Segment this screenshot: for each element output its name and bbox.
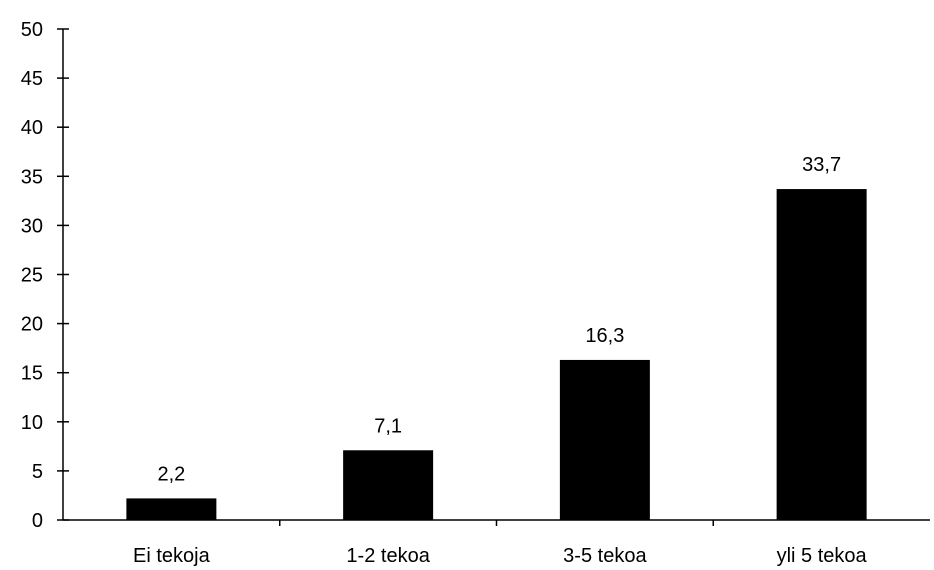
bar xyxy=(559,359,650,520)
bar xyxy=(776,189,867,521)
y-axis: 0 5 10 15 20 25 30 35 40 45 50 xyxy=(21,19,69,532)
y-tick-label: 0 xyxy=(32,510,43,532)
x-tick-label: yli 5 tekoa xyxy=(777,545,868,567)
x-tick-label: 3-5 tekoa xyxy=(563,545,647,567)
y-tick-label: 10 xyxy=(21,412,43,434)
y-tick-label: 5 xyxy=(32,461,43,483)
y-tick-label: 20 xyxy=(21,314,43,336)
data-label: 7,1 xyxy=(374,415,402,437)
y-tick-label: 35 xyxy=(21,166,43,188)
data-label: 2,2 xyxy=(157,463,185,485)
y-tick-label: 15 xyxy=(21,363,43,385)
data-label: 33,7 xyxy=(802,154,841,176)
x-tick-label: Ei tekoja xyxy=(133,545,211,567)
bar xyxy=(126,498,217,520)
y-tick-label: 25 xyxy=(21,265,43,287)
data-label: 16,3 xyxy=(585,325,624,347)
y-tick-label: 45 xyxy=(21,68,43,90)
y-tick-label: 30 xyxy=(21,215,43,237)
bars xyxy=(126,189,867,521)
x-axis: Ei tekoja 1-2 tekoa 3-5 tekoa yli 5 tekoa xyxy=(63,519,930,567)
bar xyxy=(343,450,434,520)
y-tick-label: 50 xyxy=(21,19,43,41)
x-tick-label: 1-2 tekoa xyxy=(346,545,430,567)
data-labels: 2,2 7,1 16,3 33,7 xyxy=(157,154,841,485)
y-tick-label: 40 xyxy=(21,117,43,139)
